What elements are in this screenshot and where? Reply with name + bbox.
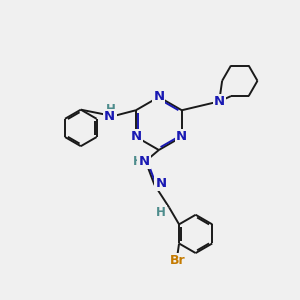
Text: H: H xyxy=(133,155,143,168)
Text: N: N xyxy=(214,95,225,108)
Text: N: N xyxy=(130,130,141,143)
Text: N: N xyxy=(139,155,150,168)
Text: Br: Br xyxy=(170,254,185,267)
Text: N: N xyxy=(104,110,115,123)
Text: H: H xyxy=(156,206,166,219)
Text: N: N xyxy=(155,177,167,190)
Text: N: N xyxy=(153,91,164,103)
Text: H: H xyxy=(106,103,116,116)
Text: N: N xyxy=(176,130,187,143)
